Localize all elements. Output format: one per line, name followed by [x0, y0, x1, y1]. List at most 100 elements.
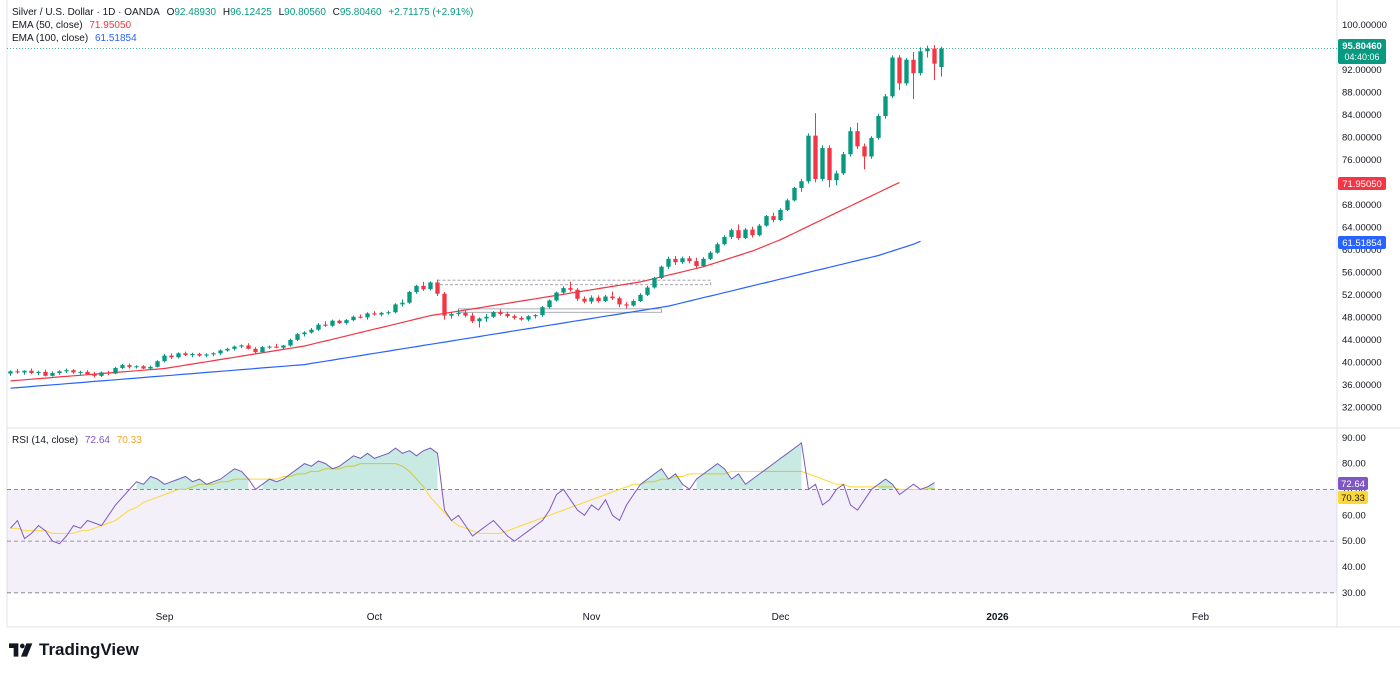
- candle-body: [708, 252, 713, 259]
- candle-body: [477, 318, 482, 322]
- candle-body: [813, 135, 818, 179]
- candle-body: [232, 346, 237, 349]
- price-tick-label: 88.00000: [1342, 87, 1382, 98]
- candle-body: [372, 313, 377, 315]
- candle-body: [36, 371, 41, 374]
- candle-body: [400, 302, 405, 305]
- rsi-legend[interactable]: RSI (14, close) 72.64 70.33: [12, 435, 146, 446]
- open-label: O: [166, 7, 175, 18]
- candle-body: [64, 370, 69, 372]
- candle-body: [183, 353, 188, 356]
- candle-body: [8, 371, 13, 374]
- candle-body: [288, 339, 293, 346]
- candle-body: [246, 345, 251, 349]
- candle-body: [365, 313, 370, 318]
- candle-body: [876, 115, 881, 138]
- candle-body: [526, 316, 531, 320]
- candle-body: [344, 320, 349, 323]
- rsi-ma-badge: [1338, 491, 1368, 504]
- price-tick-label: 36.00000: [1342, 380, 1382, 391]
- candle-body: [106, 372, 111, 374]
- ohlc-high: H96.12425: [223, 7, 272, 18]
- price-tick-label: 64.00000: [1342, 222, 1382, 233]
- ema50-legend[interactable]: EMA (50, close) 71.95050: [12, 20, 135, 31]
- candle-body: [778, 209, 783, 221]
- candle-body: [85, 371, 90, 375]
- candle-body: [624, 304, 629, 306]
- candle-body: [617, 298, 622, 305]
- candle-body: [281, 345, 286, 348]
- price-tick-label: 56.00000: [1342, 267, 1382, 278]
- ema50-value: 71.95050: [89, 20, 132, 31]
- candle-body: [50, 373, 55, 376]
- candle-body: [155, 361, 160, 367]
- tradingview-brand[interactable]: TradingView: [9, 640, 139, 660]
- close-label: C: [332, 7, 340, 18]
- rsi-tick-label: 80.00: [1342, 459, 1366, 470]
- candle-body: [806, 135, 811, 182]
- ema100-value: 61.51854: [94, 33, 137, 44]
- candle-body: [491, 312, 496, 317]
- candle-body: [680, 258, 685, 263]
- rsi-badge: [1338, 477, 1368, 490]
- candle-body: [771, 216, 776, 221]
- candle-body: [141, 366, 146, 369]
- candle-body: [218, 350, 223, 354]
- price-badge-value: 95.80460: [1342, 41, 1382, 52]
- candle-body: [71, 370, 76, 373]
- price-tick-label: 32.00000: [1342, 402, 1382, 413]
- change-value: +2.71175 (+2.91%): [388, 7, 474, 18]
- candle-body: [456, 312, 461, 314]
- candle-body: [827, 148, 832, 181]
- ohlc-low: L90.80560: [279, 7, 326, 18]
- candle-body: [463, 312, 468, 316]
- candle-body: [421, 285, 426, 290]
- ema100-legend[interactable]: EMA (100, close) 61.51854: [12, 33, 141, 44]
- candle-body: [323, 324, 328, 326]
- candle-body: [498, 312, 503, 314]
- price-badge: [1338, 39, 1386, 64]
- price-tick-label: 48.00000: [1342, 312, 1382, 323]
- candle-body: [897, 57, 902, 84]
- time-tick-label: Nov: [583, 612, 601, 623]
- candle-body: [645, 287, 650, 295]
- rsi-overbought-fill: [640, 468, 683, 490]
- rsi-band-layer: [7, 489, 1337, 594]
- candle-body: [589, 297, 594, 302]
- candle-body: [631, 301, 636, 306]
- ohlc-close: C95.80460: [333, 7, 382, 18]
- candle-body: [533, 315, 538, 317]
- ema50-line: [10, 182, 900, 382]
- candle-body: [757, 225, 762, 236]
- candle-body: [512, 316, 517, 318]
- brand-name: TradingView: [39, 640, 139, 659]
- candle-body: [652, 277, 657, 288]
- candle-body: [134, 366, 139, 368]
- rsi-line: [10, 442, 935, 545]
- candle-body: [918, 51, 923, 74]
- rsi-tick-label: 30.00: [1342, 588, 1366, 599]
- candle-body: [449, 313, 454, 316]
- candle-body: [197, 353, 202, 356]
- candle-body: [575, 289, 580, 299]
- candle-body: [694, 261, 699, 267]
- candle-body: [841, 154, 846, 174]
- candle-body: [43, 371, 48, 376]
- ema50-badge-value: 71.95050: [1342, 179, 1382, 190]
- candle-body: [666, 258, 671, 267]
- candle-body: [610, 296, 615, 299]
- candle-body: [316, 324, 321, 330]
- ema50-label: EMA (50, close): [12, 20, 83, 31]
- candle-body: [127, 365, 132, 367]
- candle-body: [883, 96, 888, 116]
- time-tick-label: Oct: [367, 612, 383, 623]
- candle-body: [582, 298, 587, 302]
- candle-body: [540, 307, 545, 316]
- ohlc-open: O92.48930: [167, 7, 217, 18]
- rsi-ma-badge-value: 70.33: [1341, 493, 1365, 504]
- candle-body: [743, 229, 748, 239]
- candle-body: [337, 320, 342, 323]
- rsi-ma-line: [10, 463, 935, 534]
- candle-body: [547, 300, 552, 308]
- candle-body: [722, 236, 727, 245]
